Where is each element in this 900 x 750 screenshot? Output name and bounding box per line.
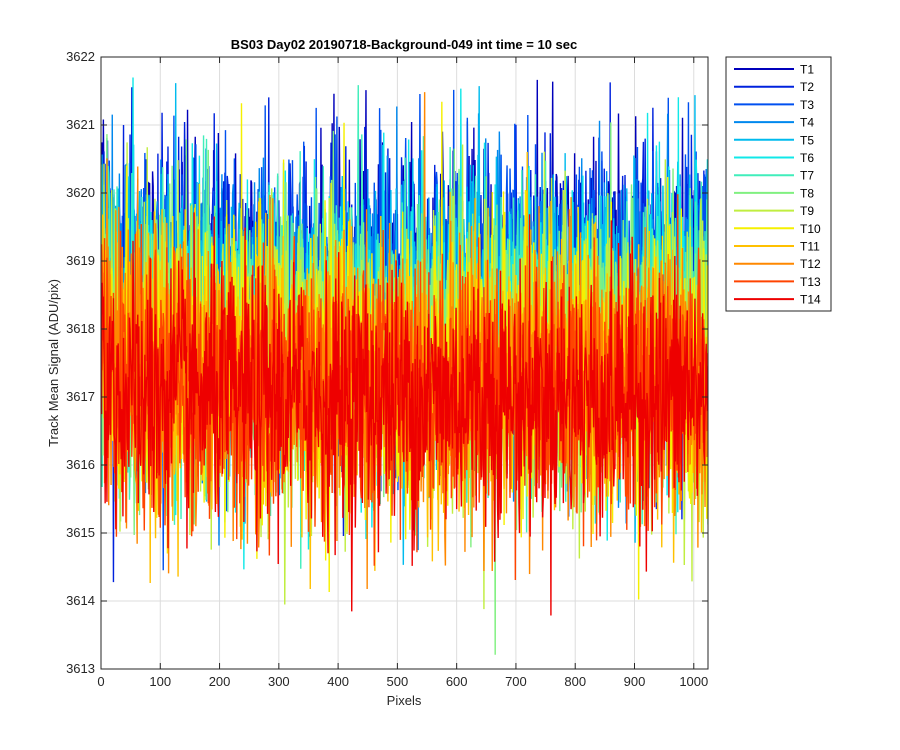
chart-title: BS03 Day02 20190718-Background-049 int t… bbox=[231, 37, 578, 52]
axes-box bbox=[100, 56, 709, 670]
x-tick-label: 400 bbox=[327, 674, 349, 689]
y-tick-label: 3622 bbox=[66, 49, 95, 64]
legend-label: T10 bbox=[800, 222, 821, 236]
series-line-t14 bbox=[101, 212, 708, 616]
legend-label: T11 bbox=[800, 240, 820, 254]
legend-label: T7 bbox=[800, 169, 814, 183]
x-tick-label: 100 bbox=[149, 674, 171, 689]
x-tick-label: 600 bbox=[446, 674, 468, 689]
y-tick-label: 3621 bbox=[66, 117, 95, 132]
legend-label: T1 bbox=[800, 63, 814, 77]
x-tick-label: 800 bbox=[564, 674, 586, 689]
legend-label: T13 bbox=[800, 275, 821, 289]
x-tick-label: 500 bbox=[387, 674, 409, 689]
y-axis: 3613 3614 3615 3616 3617 3618 3619 3620 3621 3622 bbox=[66, 49, 708, 676]
x-tick-label: 300 bbox=[268, 674, 290, 689]
legend-label: T3 bbox=[800, 98, 814, 112]
legend-box bbox=[725, 56, 832, 312]
x-tick-label: 200 bbox=[209, 674, 231, 689]
legend-label: T5 bbox=[800, 133, 814, 147]
x-tick-label: 700 bbox=[505, 674, 527, 689]
legend-label: T9 bbox=[800, 204, 814, 218]
y-tick-label: 3620 bbox=[66, 185, 95, 200]
legend: T1 T2 T3 T4 T5 T6 T7 T8 T9 T10 T11 T12 T13 T14 bbox=[725, 56, 832, 312]
series-lines bbox=[101, 77, 708, 655]
y-tick-label: 3615 bbox=[66, 525, 95, 540]
x-tick-label: 0 bbox=[97, 674, 104, 689]
legend-label: T6 bbox=[800, 151, 814, 165]
y-tick-label: 3619 bbox=[66, 253, 95, 268]
legend-label: T8 bbox=[800, 186, 814, 200]
y-axis-label: Track Mean Signal (ADU/pix) bbox=[46, 279, 61, 447]
x-axis: 0 100 200 300 400 500 600 700 800 900 1000 bbox=[97, 57, 708, 689]
x-tick-label: 900 bbox=[624, 674, 646, 689]
x-tick-label: 1000 bbox=[679, 674, 708, 689]
y-tick-label: 3616 bbox=[66, 457, 95, 472]
x-axis-label: Pixels bbox=[387, 693, 422, 708]
y-tick-label: 3617 bbox=[66, 389, 95, 404]
legend-label: T2 bbox=[800, 80, 814, 94]
legend-label: T14 bbox=[800, 293, 821, 307]
y-tick-label: 3618 bbox=[66, 321, 95, 336]
legend-label: T4 bbox=[800, 116, 814, 130]
y-tick-label: 3613 bbox=[66, 661, 95, 676]
legend-label: T12 bbox=[800, 257, 821, 271]
y-tick-label: 3614 bbox=[66, 593, 95, 608]
